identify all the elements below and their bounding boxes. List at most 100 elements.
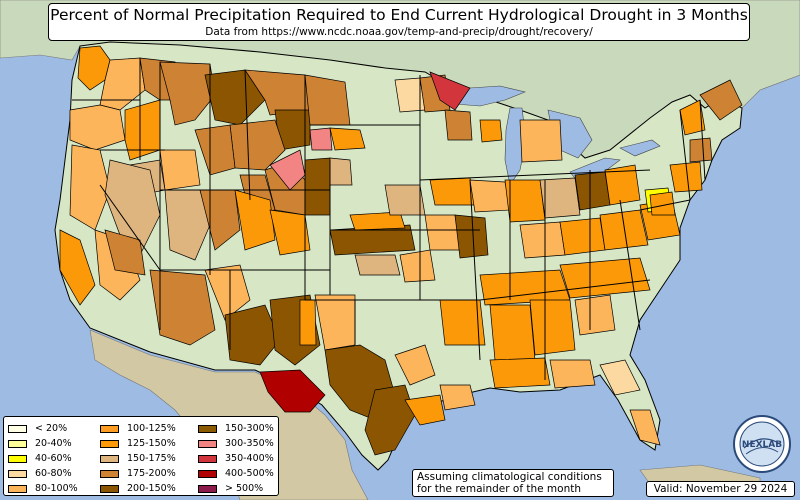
drought-region	[384, 184, 426, 216]
drought-region	[329, 157, 353, 186]
legend-item: < 20%	[8, 421, 78, 436]
drought-region	[304, 157, 331, 216]
drought-region	[424, 214, 461, 251]
legend-label: 150-300%	[225, 423, 274, 434]
drought-region	[104, 229, 146, 276]
drought-region	[194, 124, 236, 176]
legend-item: 175-200%	[100, 466, 176, 481]
lake-ontario	[619, 139, 661, 157]
legend-item: 60-80%	[8, 466, 78, 481]
drought-region	[69, 144, 111, 231]
legend-item: 20-40%	[8, 436, 78, 451]
legend-item: 150-175%	[100, 451, 176, 466]
drought-region	[529, 299, 576, 356]
legend-column-1: < 20% 20-40% 40-60% 60-80% 80-100%	[8, 421, 78, 496]
legend-swatch	[198, 484, 217, 493]
drought-region	[559, 217, 606, 256]
state-border	[479, 279, 651, 301]
legend-label: 80-100%	[35, 483, 78, 494]
legend-swatch	[100, 484, 119, 493]
legend-label: 40-60%	[35, 453, 72, 464]
state-border	[679, 109, 691, 201]
drought-region	[224, 304, 281, 366]
legend-item: 150-300%	[198, 421, 274, 436]
legend-label: 150-175%	[127, 453, 176, 464]
state-border	[419, 169, 651, 181]
title-box: Percent of Normal Precipitation Required…	[48, 3, 750, 41]
drought-region	[259, 369, 326, 413]
drought-region	[59, 229, 96, 306]
legend-column-3: 150-300% 300-350% 350-400% 400-500% > 50…	[198, 421, 274, 496]
drought-region	[599, 209, 649, 251]
drought-region	[479, 119, 503, 143]
legend-label: 200-150%	[127, 483, 176, 494]
legend-swatch	[198, 454, 217, 463]
state-border	[469, 179, 481, 361]
legend-item: 40-60%	[8, 451, 78, 466]
state-border	[244, 69, 251, 201]
legend-column-2: 100-125% 125-150% 150-175% 175-200% 200-…	[100, 421, 176, 496]
legend-label: 20-40%	[35, 438, 72, 449]
legend-item: > 500%	[198, 481, 274, 496]
legend-swatch	[100, 454, 119, 463]
drought-region	[299, 299, 317, 346]
drought-region	[329, 127, 366, 151]
drought-zones	[59, 45, 743, 456]
drought-region	[204, 264, 251, 321]
legend-swatch	[8, 439, 27, 448]
drought-region	[549, 359, 596, 389]
mexico-landmass	[89, 329, 369, 500]
logo-text: NEXLAB	[742, 440, 782, 450]
drought-region	[204, 69, 266, 126]
legend-item: 300-350%	[198, 436, 274, 451]
drought-region	[489, 304, 536, 361]
drought-region	[454, 214, 489, 259]
drought-region	[149, 269, 216, 346]
drought-region	[364, 384, 416, 456]
legend-label: 300-350%	[225, 438, 274, 449]
legend: < 20% 20-40% 40-60% 60-80% 80-100% 100-1…	[3, 416, 279, 496]
legend-swatch	[198, 439, 217, 448]
legend-label: 60-80%	[35, 468, 72, 479]
nexlab-logo: NEXLAB	[733, 415, 791, 473]
drought-region	[649, 191, 676, 216]
legend-item: 100-125%	[100, 421, 176, 436]
legend-item: 400-500%	[198, 466, 274, 481]
assumption-note: Assuming climatological conditions for t…	[412, 469, 614, 497]
legend-swatch	[100, 469, 119, 478]
drought-region	[574, 294, 616, 336]
legend-swatch	[8, 469, 27, 478]
drought-region	[519, 119, 563, 163]
drought-region	[159, 149, 201, 191]
state-border	[99, 184, 161, 271]
legend-label: < 20%	[35, 423, 68, 434]
legend-swatch	[100, 439, 119, 448]
drought-region	[439, 384, 476, 411]
drought-region	[404, 394, 446, 426]
drought-region	[429, 71, 471, 111]
drought-region	[234, 189, 276, 251]
legend-swatch	[198, 424, 217, 433]
drought-region	[444, 109, 473, 141]
legend-label: > 500%	[225, 483, 264, 494]
legend-item: 125-150%	[100, 436, 176, 451]
drought-region	[309, 127, 333, 151]
legend-label: 175-200%	[127, 468, 176, 479]
legend-swatch	[8, 484, 27, 493]
drought-region	[679, 99, 706, 136]
legend-label: 125-150%	[127, 438, 176, 449]
drought-region	[689, 137, 713, 163]
drought-region	[124, 99, 161, 161]
drought-region	[599, 359, 641, 396]
drought-region	[519, 221, 566, 259]
drought-region	[489, 357, 551, 389]
legend-item: 350-400%	[198, 451, 274, 466]
note-line-1: Assuming climatological conditions	[417, 471, 602, 483]
drought-region	[539, 177, 581, 219]
legend-item: 80-100%	[8, 481, 78, 496]
map-subtitle: Data from https://www.ncdc.noaa.gov/temp…	[205, 26, 593, 38]
drought-region	[699, 79, 743, 121]
note-line-2: for the remainder of the month	[417, 483, 582, 495]
drought-region	[269, 209, 311, 256]
state-borders	[72, 58, 706, 380]
